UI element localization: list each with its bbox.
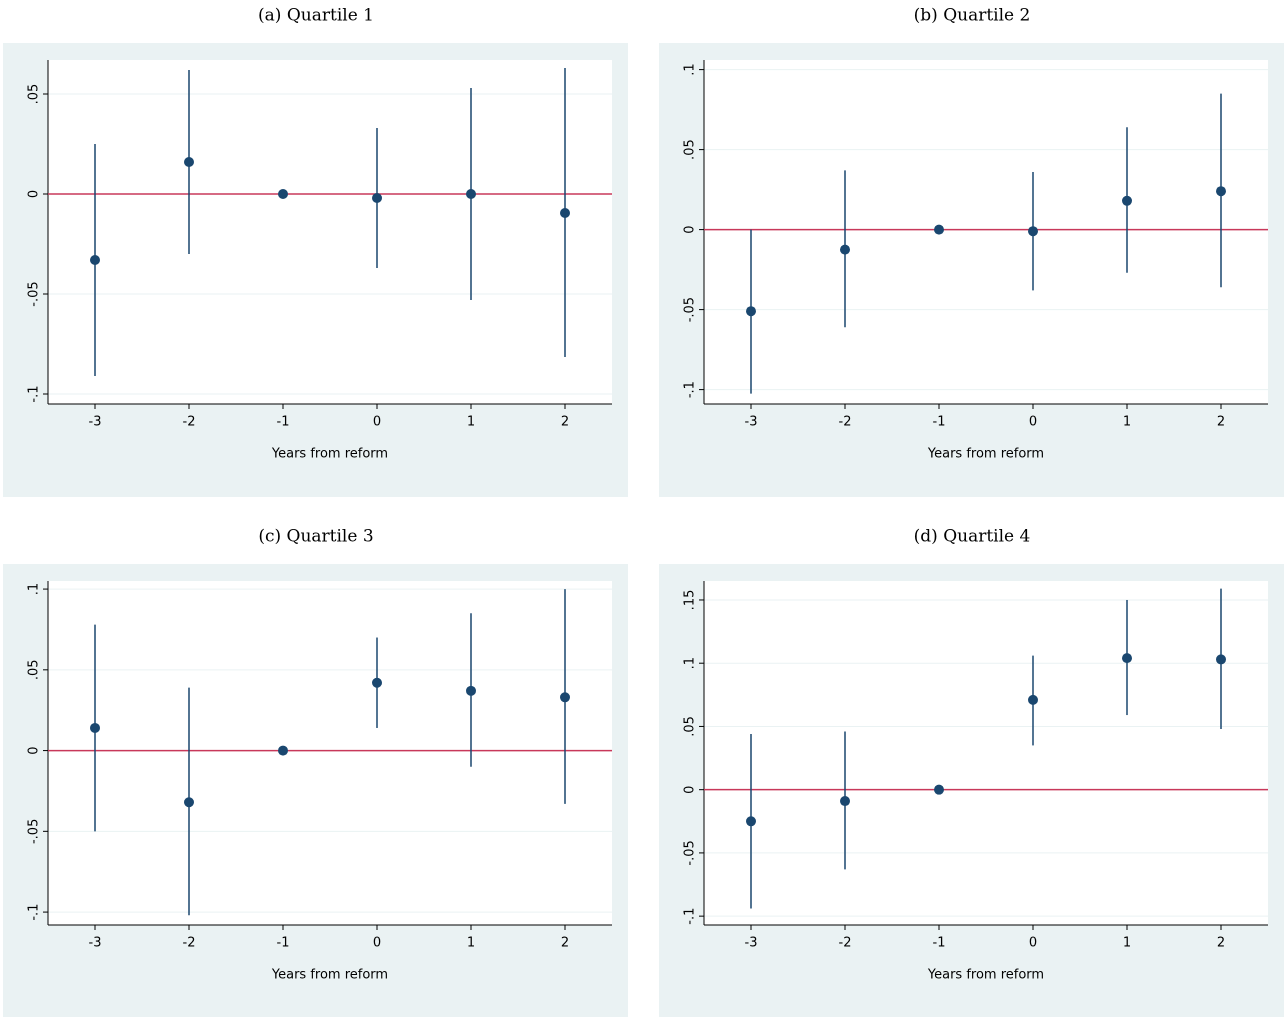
x-tick-label: -1 [933, 936, 946, 951]
point-estimate [560, 208, 570, 218]
x-tick-label: -1 [933, 415, 946, 430]
x-tick-label: -3 [89, 936, 102, 951]
x-tick-label: -2 [183, 936, 196, 951]
point-estimate [90, 722, 100, 733]
x-tick-label: 0 [1029, 936, 1037, 951]
y-tick-label: .05 [683, 716, 698, 737]
point-estimate [1028, 226, 1038, 237]
x-axis-label: Years from reform [927, 447, 1044, 462]
point-estimate [1122, 653, 1132, 664]
x-tick-label: 1 [467, 415, 475, 430]
point-estimate [372, 193, 382, 203]
point-estimate [184, 157, 194, 167]
plot-area [704, 60, 1268, 404]
x-tick-label: 1 [467, 936, 475, 951]
y-tick-label: 0 [27, 190, 42, 198]
x-axis-label: Years from reform [927, 968, 1044, 983]
point-estimate [840, 244, 850, 255]
x-tick-label: -2 [839, 415, 852, 430]
x-tick-label: -1 [277, 415, 290, 430]
x-tick-label: 2 [561, 936, 569, 951]
point-estimate [466, 685, 476, 696]
point-estimate [1216, 186, 1226, 197]
y-tick-label: 0 [683, 786, 698, 794]
x-axis-label: Years from reform [271, 968, 388, 983]
panel-title: (d) Quartile 4 [914, 527, 1031, 547]
y-tick-label: -.05 [683, 840, 698, 865]
panel-title: (a) Quartile 1 [258, 6, 374, 26]
x-tick-label: -3 [745, 936, 758, 951]
point-estimate [278, 189, 288, 199]
y-tick-label: -.05 [27, 819, 42, 844]
y-tick-label: .1 [27, 583, 42, 595]
point-estimate [278, 745, 288, 756]
point-estimate [1122, 195, 1132, 206]
panel-title: (c) Quartile 3 [258, 527, 373, 547]
x-tick-label: 2 [1217, 936, 1225, 951]
y-tick-label: -.05 [27, 281, 42, 306]
x-tick-label: 1 [1123, 936, 1131, 951]
x-tick-label: -1 [277, 936, 290, 951]
y-tick-label: 0 [683, 225, 698, 233]
y-tick-label: 0 [27, 746, 42, 754]
x-axis-label: Years from reform [271, 447, 388, 462]
point-estimate [372, 677, 382, 688]
x-tick-label: 2 [561, 415, 569, 430]
point-estimate [90, 255, 100, 265]
y-tick-label: .1 [683, 657, 698, 669]
y-tick-label: .05 [27, 659, 42, 680]
x-tick-label: -3 [745, 415, 758, 430]
x-tick-label: 0 [373, 936, 381, 951]
point-estimate [1028, 694, 1038, 705]
point-estimate [934, 224, 944, 235]
plot-area [704, 581, 1268, 925]
point-estimate [840, 796, 850, 807]
point-estimate [184, 797, 194, 808]
y-tick-label: -.1 [683, 381, 698, 398]
point-estimate [746, 816, 756, 827]
point-estimate [746, 306, 756, 317]
y-tick-label: -.1 [27, 385, 42, 402]
y-tick-label: -.05 [683, 297, 698, 322]
x-tick-label: -3 [89, 415, 102, 430]
x-tick-label: -2 [839, 936, 852, 951]
y-tick-label: -.1 [683, 908, 698, 925]
y-tick-label: .1 [683, 63, 698, 75]
point-estimate [560, 692, 570, 703]
y-tick-label: -.1 [27, 904, 42, 921]
plot-area [48, 60, 612, 404]
x-tick-label: -2 [183, 415, 196, 430]
point-estimate [1216, 654, 1226, 665]
y-tick-label: .05 [27, 84, 42, 105]
y-tick-label: .05 [683, 139, 698, 160]
x-tick-label: 2 [1217, 415, 1225, 430]
point-estimate [934, 784, 944, 795]
x-tick-label: 0 [373, 415, 381, 430]
x-tick-label: 1 [1123, 415, 1131, 430]
y-tick-label: .15 [683, 590, 698, 611]
plot-area [48, 581, 612, 925]
panel-title: (b) Quartile 2 [914, 6, 1031, 26]
x-tick-label: 0 [1029, 415, 1037, 430]
point-estimate [466, 189, 476, 199]
